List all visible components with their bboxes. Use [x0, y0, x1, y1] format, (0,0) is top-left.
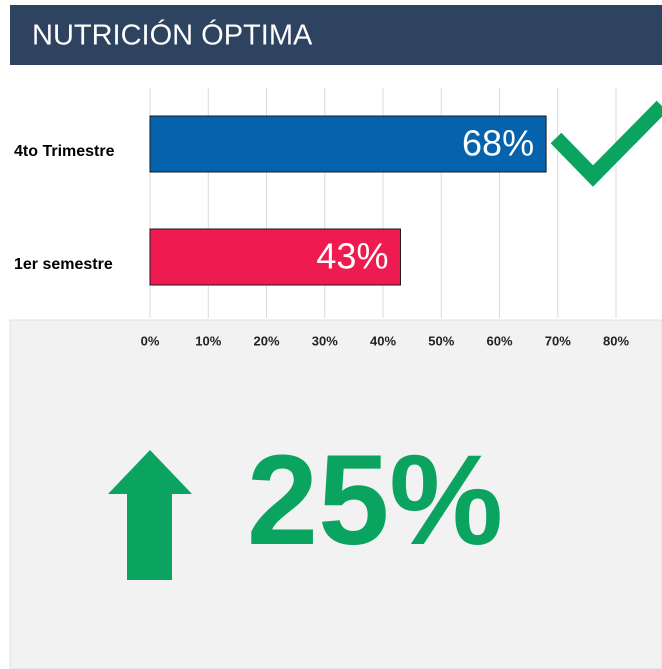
bar-value-label: 43%	[316, 236, 388, 277]
header	[10, 5, 662, 65]
up-arrow-head	[108, 450, 192, 494]
checkmark	[550, 100, 662, 187]
chart-title: NUTRICIÓN ÓPTIMA	[32, 19, 313, 52]
bar	[149, 228, 401, 286]
category-label: 4to Trimestre	[14, 143, 115, 160]
x-tick-label: 10%	[195, 333, 221, 348]
change-annotation: 25%	[247, 429, 503, 572]
x-tick-label: 40%	[370, 333, 396, 348]
x-tick-label: 70%	[545, 333, 571, 348]
bar	[149, 115, 547, 173]
up-arrow-shaft	[127, 492, 172, 580]
x-tick-label: 80%	[603, 333, 629, 348]
x-tick-label: 50%	[428, 333, 454, 348]
category-label: 1er semestre	[14, 256, 113, 273]
bar-value-label: 68%	[462, 123, 534, 164]
x-tick-label: 20%	[253, 333, 279, 348]
x-tick-label: 60%	[486, 333, 512, 348]
bottom-panel	[9, 319, 662, 669]
x-tick-label: 0%	[141, 333, 160, 348]
x-tick-label: 30%	[312, 333, 338, 348]
